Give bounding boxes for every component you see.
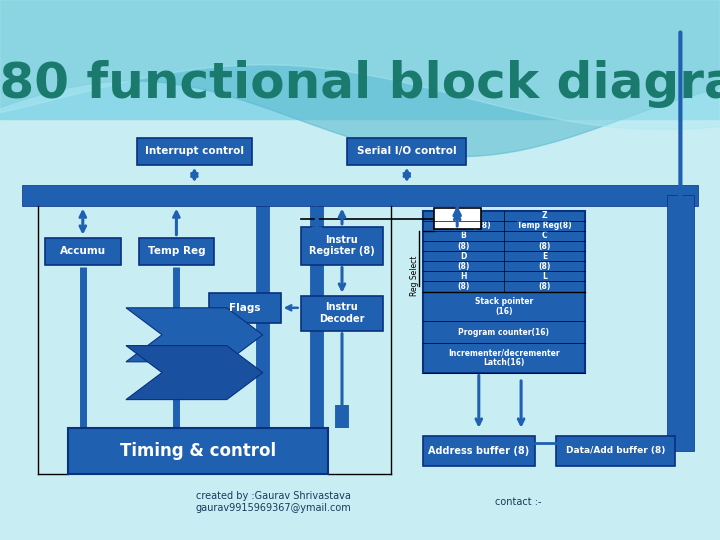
Text: (8): (8) (539, 282, 551, 291)
Text: Address buffer (8): Address buffer (8) (428, 446, 529, 456)
Text: (8): (8) (457, 262, 469, 271)
Text: Incrementer/decrementer
Latch(16): Incrementer/decrementer Latch(16) (448, 348, 560, 367)
Text: Z: Z (541, 211, 547, 220)
Text: Temp Reg(8): Temp Reg(8) (517, 221, 572, 230)
Text: Serial I/O control: Serial I/O control (357, 146, 456, 156)
Text: L: L (542, 272, 547, 281)
Bar (556, 436, 675, 465)
Text: (8): (8) (539, 262, 551, 271)
Bar (68, 428, 328, 474)
Text: (8): (8) (457, 282, 469, 291)
Text: D: D (460, 252, 467, 261)
Bar (22, 185, 698, 206)
Bar (667, 195, 694, 451)
Text: created by :Gaurav Shrivastava
gaurav9915969367@ymail.com: created by :Gaurav Shrivastava gaurav991… (196, 491, 351, 513)
Text: Temp Reg(8): Temp Reg(8) (436, 221, 491, 230)
Text: Stack pointer
(16): Stack pointer (16) (475, 297, 533, 316)
Text: Interrupt control: Interrupt control (145, 146, 244, 156)
Polygon shape (126, 346, 263, 400)
Bar (301, 227, 383, 265)
Bar (301, 296, 383, 330)
Text: Data/Add buffer (8): Data/Add buffer (8) (566, 447, 665, 455)
Text: 8080 functional block diagram: 8080 functional block diagram (0, 60, 720, 107)
Bar (433, 208, 481, 229)
Text: B: B (461, 232, 467, 240)
Text: Timing & control: Timing & control (120, 442, 276, 460)
Text: Accumu: Accumu (60, 246, 106, 256)
Text: (8): (8) (457, 241, 469, 251)
Text: Temp Reg: Temp Reg (148, 246, 205, 256)
Bar (347, 138, 467, 165)
Text: Program counter(16): Program counter(16) (459, 328, 549, 336)
Bar (45, 238, 121, 265)
Text: Instru
Register (8): Instru Register (8) (309, 235, 375, 256)
Text: MUX: MUX (445, 214, 469, 224)
Text: C: C (541, 232, 547, 240)
Text: W: W (459, 211, 468, 220)
Bar (209, 293, 281, 322)
Text: Reg Select: Reg Select (410, 255, 419, 295)
Text: H: H (460, 272, 467, 281)
Text: Flags: Flags (229, 303, 261, 313)
Bar (137, 138, 252, 165)
Bar (138, 238, 215, 265)
Bar (423, 436, 534, 465)
Bar (423, 211, 585, 373)
Text: Instru
Decoder: Instru Decoder (319, 302, 365, 324)
Polygon shape (126, 308, 263, 362)
Text: E: E (542, 252, 547, 261)
Text: (8): (8) (539, 241, 551, 251)
Text: contact :-: contact :- (495, 497, 541, 507)
